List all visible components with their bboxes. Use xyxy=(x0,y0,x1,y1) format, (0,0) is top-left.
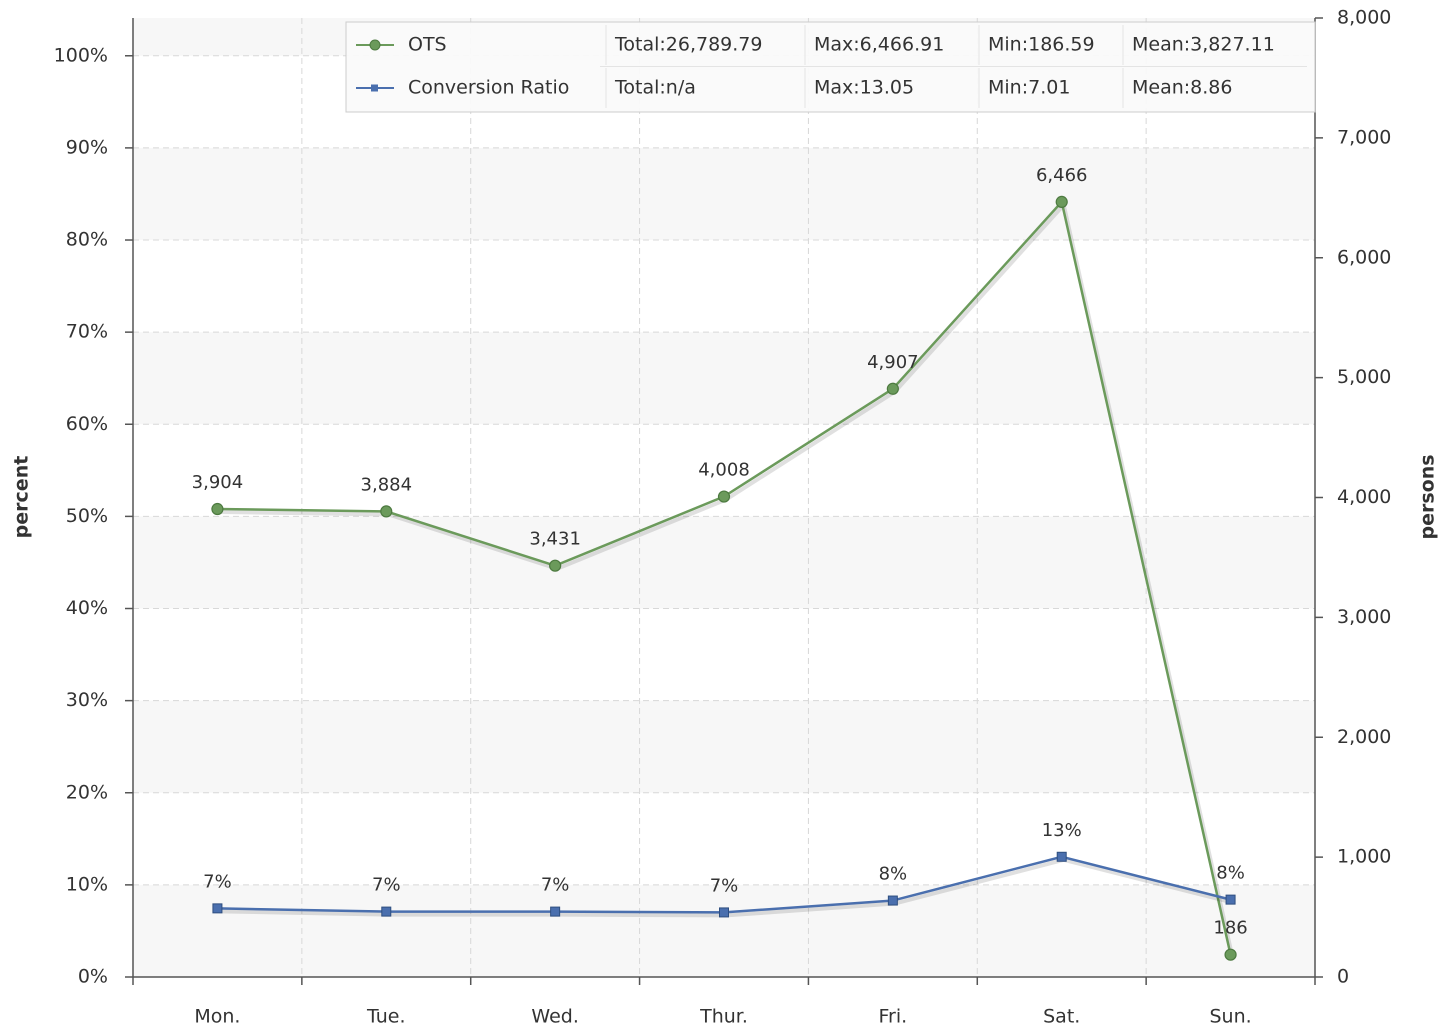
y2-tick-label: 2,000 xyxy=(1337,726,1391,748)
data-label: 7% xyxy=(541,875,570,896)
plot-band xyxy=(133,332,1315,425)
legend-label: OTS xyxy=(408,34,447,56)
y2-tick-label: 6,000 xyxy=(1337,246,1391,268)
y2-axis-title: persons xyxy=(1417,454,1439,539)
data-label: 3,884 xyxy=(361,474,413,495)
y-tick-label: 30% xyxy=(66,689,108,711)
y-tick-label: 50% xyxy=(66,505,108,527)
point xyxy=(381,906,392,917)
x-tick-label: Sat. xyxy=(1043,1006,1080,1028)
x-tick-label: Mon. xyxy=(194,1006,240,1028)
legend-label: Conversion Ratio xyxy=(408,77,569,99)
legend-marker xyxy=(371,84,378,92)
data-label: 3,904 xyxy=(192,472,244,493)
y2-tick-label: 7,000 xyxy=(1337,126,1391,148)
legend-stat: Total:n/a xyxy=(614,77,696,99)
data-label: 13% xyxy=(1042,820,1082,841)
point xyxy=(211,502,224,516)
point xyxy=(1056,851,1067,862)
plot-band xyxy=(133,516,1315,609)
data-label: 7% xyxy=(203,871,232,892)
y-tick-label: 0% xyxy=(78,966,108,988)
point xyxy=(212,903,223,914)
point xyxy=(1224,948,1237,961)
data-label: 4,907 xyxy=(867,352,919,373)
y-tick-label: 10% xyxy=(66,873,108,895)
point xyxy=(887,895,898,906)
y2-tick-label: 4,000 xyxy=(1337,486,1391,508)
y-tick-label: 100% xyxy=(54,44,108,66)
legend-stat: Min:186.59 xyxy=(988,34,1095,56)
plot-band xyxy=(133,147,1315,241)
y2-tick-label: 0 xyxy=(1337,966,1349,988)
plot-band xyxy=(133,884,1315,977)
point xyxy=(717,490,731,503)
legend-stat: Total:26,789.79 xyxy=(614,34,762,56)
point xyxy=(886,382,899,395)
point xyxy=(549,559,562,572)
point xyxy=(719,907,729,918)
plot-band xyxy=(133,700,1315,793)
data-label: 8% xyxy=(879,864,908,885)
point xyxy=(550,906,561,917)
point xyxy=(1225,894,1236,905)
legend-marker xyxy=(369,39,381,51)
x-tick-label: Tue. xyxy=(366,1006,406,1028)
legend-stat: Max:13.05 xyxy=(814,77,914,99)
x-tick-label: Fri. xyxy=(879,1006,908,1028)
data-label: 7% xyxy=(372,875,401,896)
y2-tick-label: 5,000 xyxy=(1337,366,1391,388)
y-tick-label: 70% xyxy=(66,321,108,343)
data-label: 6,466 xyxy=(1036,165,1088,186)
data-label: 186 xyxy=(1213,918,1247,939)
y-tick-label: 80% xyxy=(66,229,108,251)
y-tick-label: 60% xyxy=(66,413,108,435)
x-tick-label: Sun. xyxy=(1209,1006,1251,1028)
x-tick-label: Wed. xyxy=(531,1006,578,1028)
point xyxy=(1055,195,1068,208)
y2-tick-label: 1,000 xyxy=(1337,846,1391,868)
point xyxy=(380,505,393,518)
data-label: 4,008 xyxy=(698,460,750,481)
data-label: 8% xyxy=(1216,863,1245,884)
data-label: 7% xyxy=(710,875,739,896)
legend-stat: Min:7.01 xyxy=(988,77,1070,99)
y-tick-label: 20% xyxy=(66,781,108,803)
y2-tick-label: 3,000 xyxy=(1337,606,1391,628)
y2-tick-label: 8,000 xyxy=(1337,7,1391,29)
legend-stat: Mean:8.86 xyxy=(1132,77,1232,99)
legend-stat: Mean:3,827.11 xyxy=(1132,34,1275,56)
y-tick-label: 40% xyxy=(66,597,108,619)
y-axis-title: percent xyxy=(11,456,33,539)
legend-stat: Max:6,466.91 xyxy=(814,34,944,56)
data-label: 3,431 xyxy=(529,529,581,550)
y-tick-label: 90% xyxy=(66,136,108,158)
x-tick-label: Thur. xyxy=(699,1006,748,1028)
